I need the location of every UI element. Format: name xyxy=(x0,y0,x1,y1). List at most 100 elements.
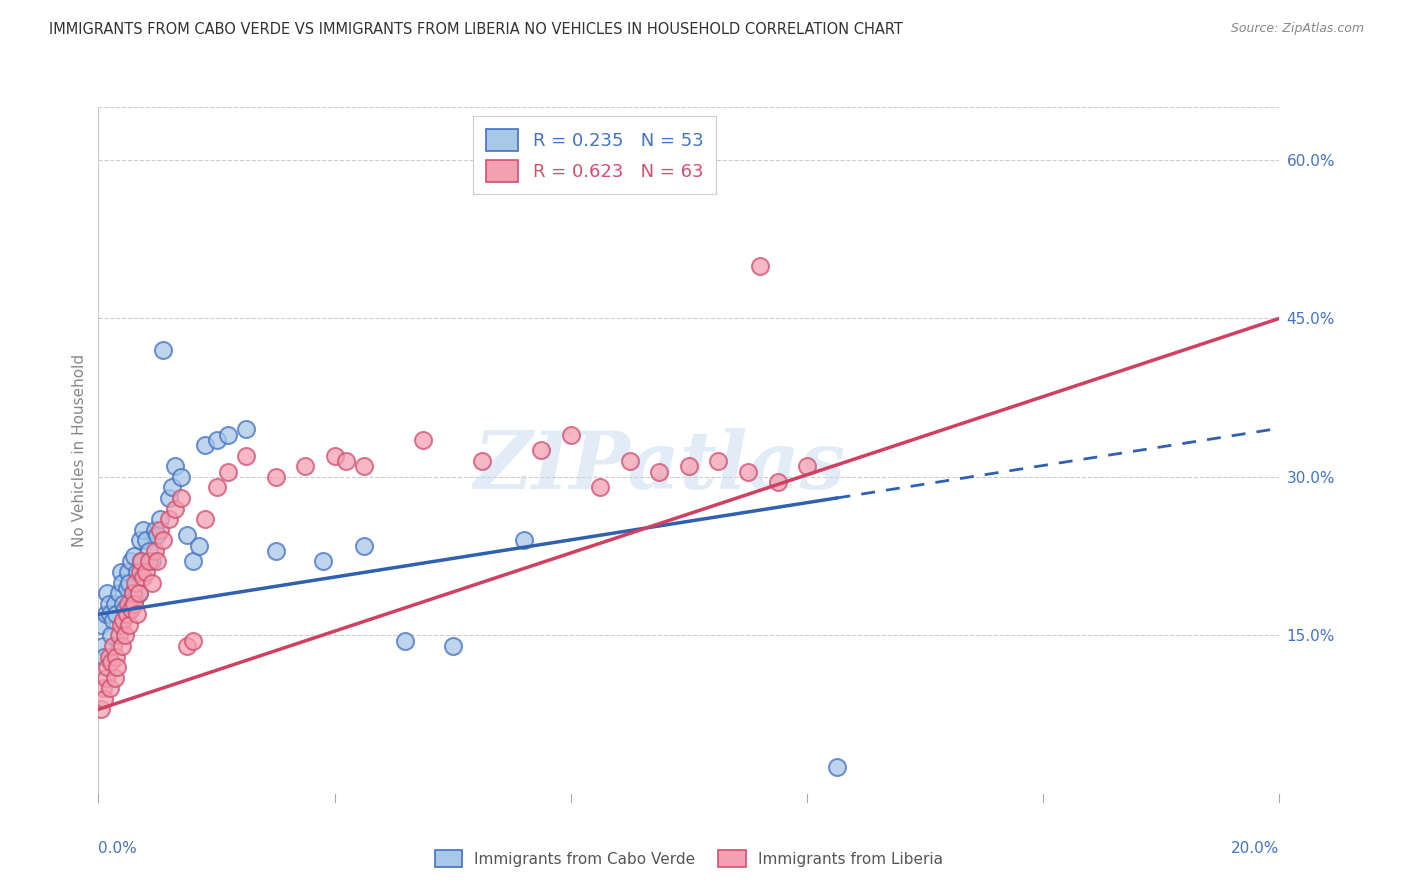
Point xyxy=(323,449,346,463)
Point xyxy=(149,512,172,526)
Point xyxy=(115,607,138,622)
Text: IMMIGRANTS FROM CABO VERDE VS IMMIGRANTS FROM LIBERIA NO VEHICLES IN HOUSEHOLD C: IMMIGRANTS FROM CABO VERDE VS IMMIGRANTS… xyxy=(49,22,903,37)
Point xyxy=(152,533,174,548)
Point xyxy=(117,565,139,579)
Point xyxy=(170,491,193,505)
Point xyxy=(110,617,132,632)
Point xyxy=(766,475,789,490)
Point xyxy=(141,575,163,590)
Point xyxy=(353,459,375,474)
Point xyxy=(114,628,136,642)
Point xyxy=(737,465,759,479)
Point xyxy=(128,565,150,579)
Point xyxy=(121,586,143,600)
Point xyxy=(90,702,112,716)
Point xyxy=(118,617,141,632)
Point xyxy=(235,422,257,436)
Point xyxy=(194,512,217,526)
Point xyxy=(112,613,135,627)
Point xyxy=(146,554,169,568)
Point xyxy=(138,554,160,568)
Text: 20.0%: 20.0% xyxy=(1232,841,1279,856)
Point xyxy=(312,554,335,568)
Point xyxy=(170,470,193,484)
Point xyxy=(94,671,117,685)
Point xyxy=(120,602,142,616)
Point xyxy=(124,575,146,590)
Point xyxy=(181,554,204,568)
Point xyxy=(707,454,730,468)
Point xyxy=(122,597,145,611)
Point xyxy=(412,433,434,447)
Point xyxy=(115,581,138,595)
Point xyxy=(648,465,671,479)
Point xyxy=(111,575,134,590)
Point xyxy=(103,613,125,627)
Legend: Immigrants from Cabo Verde, Immigrants from Liberia: Immigrants from Cabo Verde, Immigrants f… xyxy=(427,843,950,875)
Point xyxy=(100,655,122,669)
Point xyxy=(205,433,228,447)
Point xyxy=(512,533,534,548)
Text: 0.0%: 0.0% xyxy=(98,841,138,856)
Point xyxy=(103,639,125,653)
Point xyxy=(105,607,128,622)
Point xyxy=(129,554,152,568)
Point xyxy=(176,528,198,542)
Point xyxy=(93,691,115,706)
Point xyxy=(589,480,612,494)
Point xyxy=(530,443,553,458)
Point xyxy=(143,523,166,537)
Point xyxy=(235,449,257,463)
Point xyxy=(98,649,121,664)
Point xyxy=(98,681,121,696)
Point xyxy=(619,454,641,468)
Point xyxy=(114,602,136,616)
Point xyxy=(90,617,112,632)
Point xyxy=(165,501,187,516)
Point xyxy=(143,544,166,558)
Point xyxy=(187,539,209,553)
Point xyxy=(217,427,239,442)
Point xyxy=(141,554,163,568)
Point xyxy=(125,607,148,622)
Point xyxy=(796,459,818,474)
Point xyxy=(104,671,127,685)
Point xyxy=(98,607,121,622)
Point xyxy=(394,633,416,648)
Point xyxy=(176,639,198,653)
Point xyxy=(157,491,180,505)
Point xyxy=(112,597,135,611)
Point xyxy=(91,639,114,653)
Point xyxy=(108,628,131,642)
Point xyxy=(748,259,770,273)
Point xyxy=(122,549,145,563)
Point xyxy=(157,512,180,526)
Point xyxy=(96,586,118,600)
Point xyxy=(162,480,183,494)
Point xyxy=(135,533,157,548)
Point xyxy=(121,586,143,600)
Point xyxy=(146,528,169,542)
Point xyxy=(217,465,239,479)
Point xyxy=(105,660,128,674)
Point xyxy=(118,575,141,590)
Point xyxy=(105,649,128,664)
Point xyxy=(165,459,187,474)
Point xyxy=(98,597,121,611)
Point xyxy=(108,586,131,600)
Point xyxy=(471,454,494,468)
Point xyxy=(264,544,287,558)
Point xyxy=(124,591,146,606)
Point xyxy=(104,597,127,611)
Point xyxy=(117,597,139,611)
Point xyxy=(132,570,155,584)
Point xyxy=(353,539,375,553)
Point xyxy=(93,649,115,664)
Point xyxy=(264,470,287,484)
Point xyxy=(294,459,316,474)
Point xyxy=(441,639,464,653)
Point xyxy=(335,454,357,468)
Point xyxy=(110,565,132,579)
Point xyxy=(120,554,142,568)
Point xyxy=(125,565,148,579)
